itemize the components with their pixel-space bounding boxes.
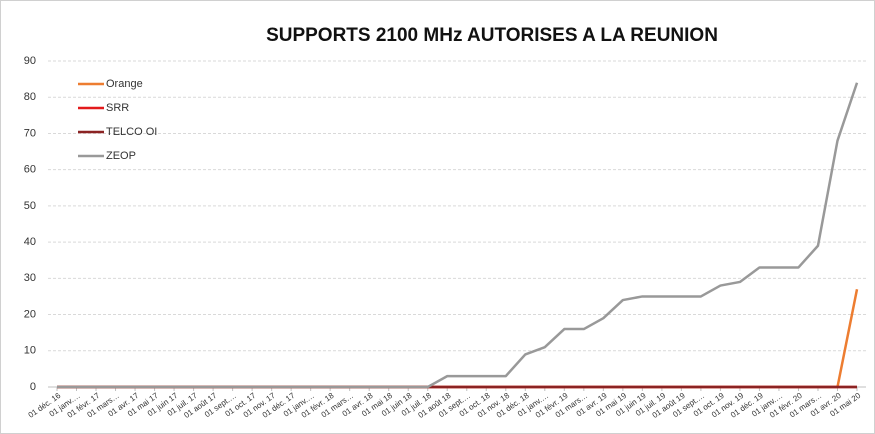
y-tick-label: 40 xyxy=(24,236,36,248)
series-line xyxy=(57,82,859,389)
y-tick-label: 90 xyxy=(24,55,36,67)
y-tick-label: 80 xyxy=(24,91,36,103)
y-tick-label: 50 xyxy=(24,200,36,212)
y-tick-label: 70 xyxy=(24,127,36,139)
y-tick-label: 20 xyxy=(24,308,36,320)
y-tick-label: 60 xyxy=(24,164,36,176)
y-tick-label: 30 xyxy=(24,272,36,284)
legend-label: Orange xyxy=(106,78,143,90)
legend-label: TELCO OI xyxy=(106,126,157,138)
y-tick-label: 10 xyxy=(24,345,36,357)
y-tick-label: 0 xyxy=(30,381,36,393)
chart-title: SUPPORTS 2100 MHz AUTORISES A LA REUNION xyxy=(266,25,718,46)
legend-label: ZEOP xyxy=(106,150,136,162)
legend-label: SRR xyxy=(106,102,129,114)
